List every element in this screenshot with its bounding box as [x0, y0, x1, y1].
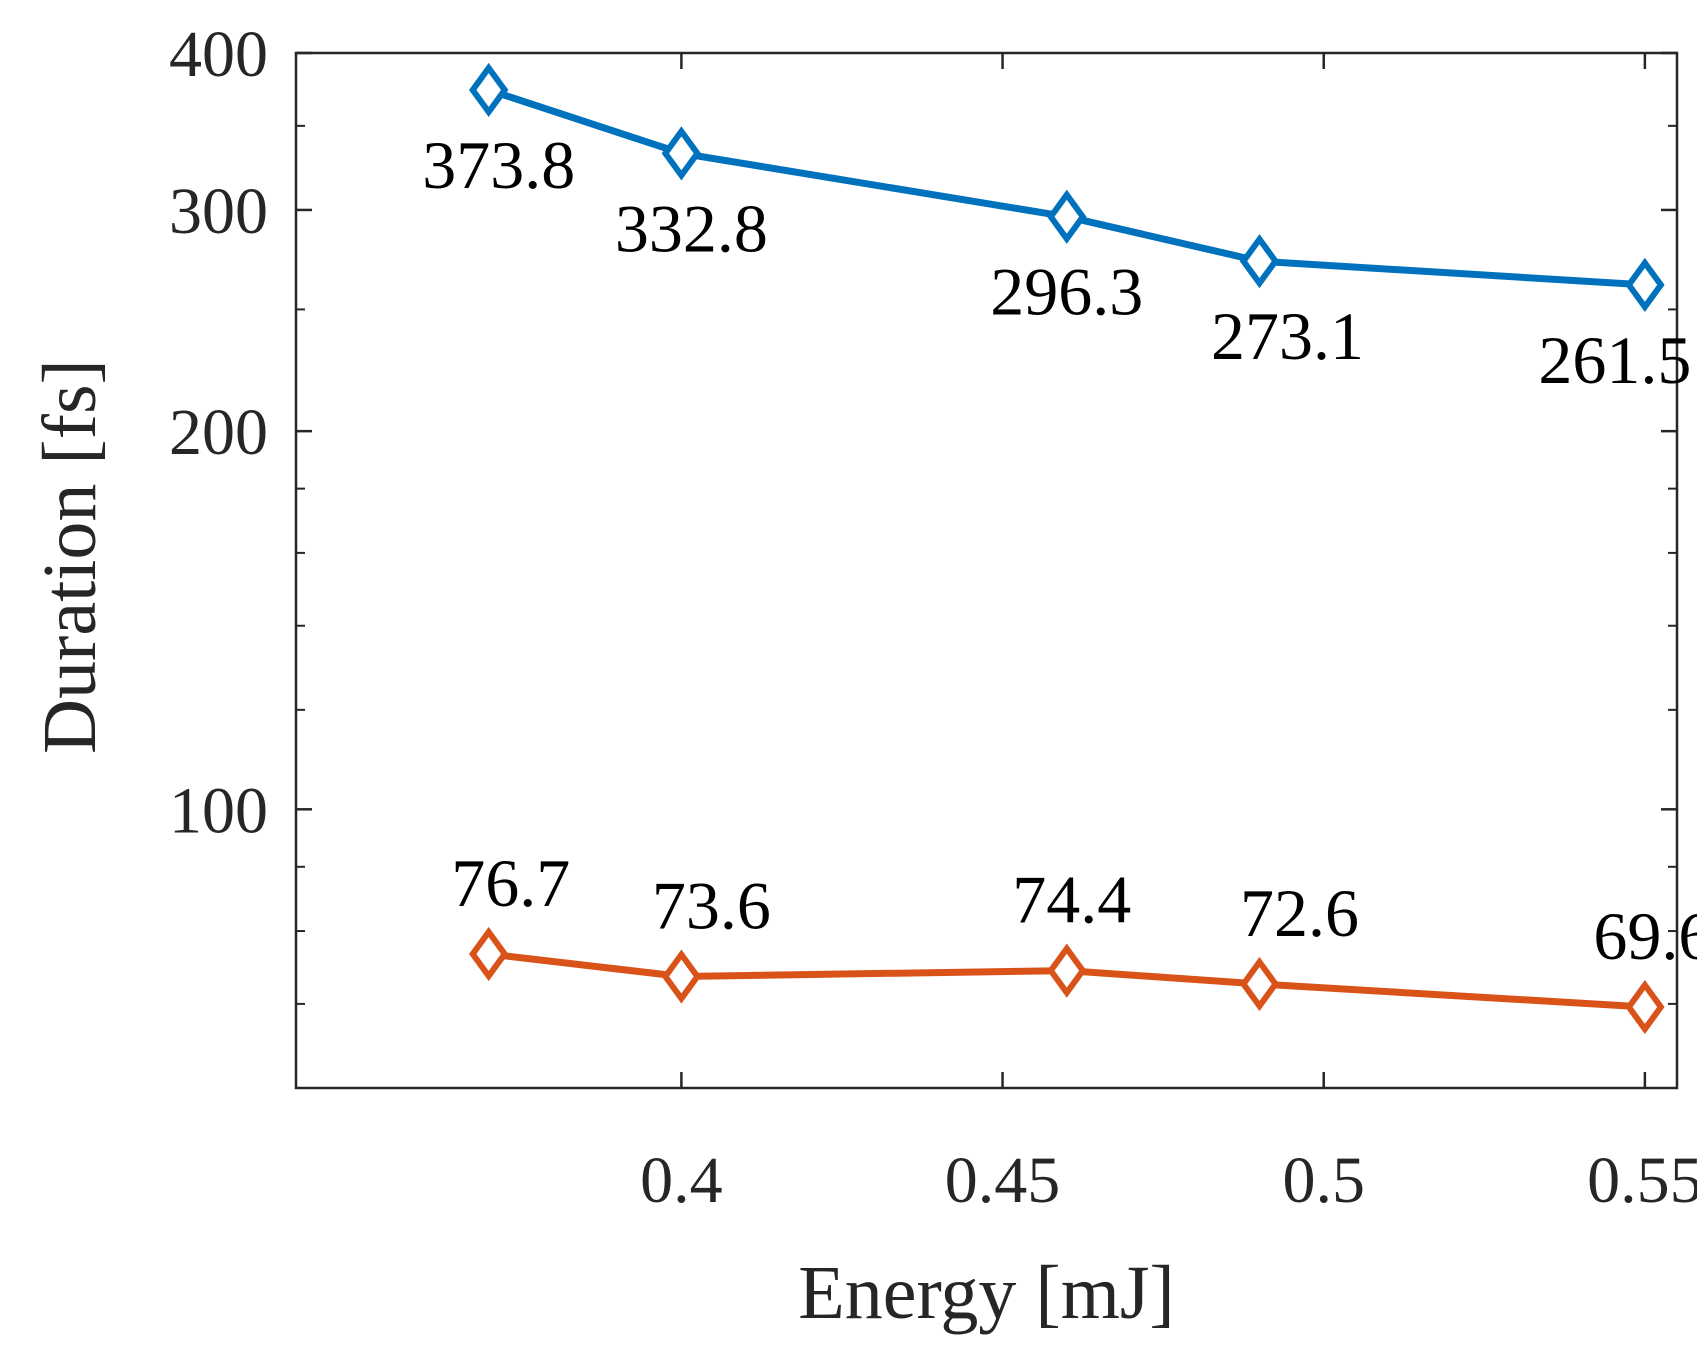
x-tick-label: 0.4 — [640, 1144, 723, 1217]
plot-area-frame — [294, 51, 1679, 1090]
data-label: 69.6 — [1593, 898, 1697, 974]
data-point-marker — [661, 126, 702, 181]
data-label: 73.6 — [652, 868, 771, 944]
x-tick-label: 0.5 — [1282, 1144, 1365, 1217]
x-tick-label: 0.45 — [945, 1144, 1061, 1217]
x-tick-label: 0.55 — [1587, 1144, 1697, 1217]
data-point-marker — [661, 949, 702, 1004]
data-point-marker — [1239, 234, 1280, 289]
data-label: 261.5 — [1538, 322, 1691, 398]
data-point-marker — [1625, 257, 1665, 312]
data-point-marker — [1625, 979, 1665, 1035]
y-axis-title: Duration [fs] — [28, 359, 112, 754]
data-point-marker — [1047, 943, 1087, 998]
y-tick-label: 200 — [169, 396, 268, 469]
data-point-marker — [1047, 189, 1087, 244]
data-point-marker — [1239, 956, 1280, 1012]
data-label: 273.1 — [1211, 298, 1364, 374]
data-point-marker — [468, 926, 509, 982]
data-label: 373.8 — [422, 127, 575, 203]
series-lower — [468, 926, 1665, 1035]
y-tick-label: 100 — [169, 774, 268, 847]
data-label: 76.7 — [451, 845, 570, 921]
data-labels: 373.8 332.8 296.3 273.1 261.5 76.7 73.6 74.4 72.… — [422, 127, 1697, 974]
y-tick-label: 300 — [169, 175, 268, 248]
axis-ticks: 0.4 0.45 0.5 0.55 100 200 300 400 — [169, 18, 1697, 1217]
data-label: 332.8 — [615, 190, 768, 266]
series-upper — [468, 62, 1665, 312]
series-layer — [468, 62, 1665, 1035]
data-label: 296.3 — [990, 254, 1143, 330]
data-label: 72.6 — [1240, 875, 1359, 951]
data-point-marker — [468, 62, 509, 118]
y-tick-label: 400 — [169, 18, 268, 91]
data-label: 74.4 — [1012, 862, 1131, 938]
x-axis-title: Energy [mJ] — [798, 1251, 1174, 1335]
